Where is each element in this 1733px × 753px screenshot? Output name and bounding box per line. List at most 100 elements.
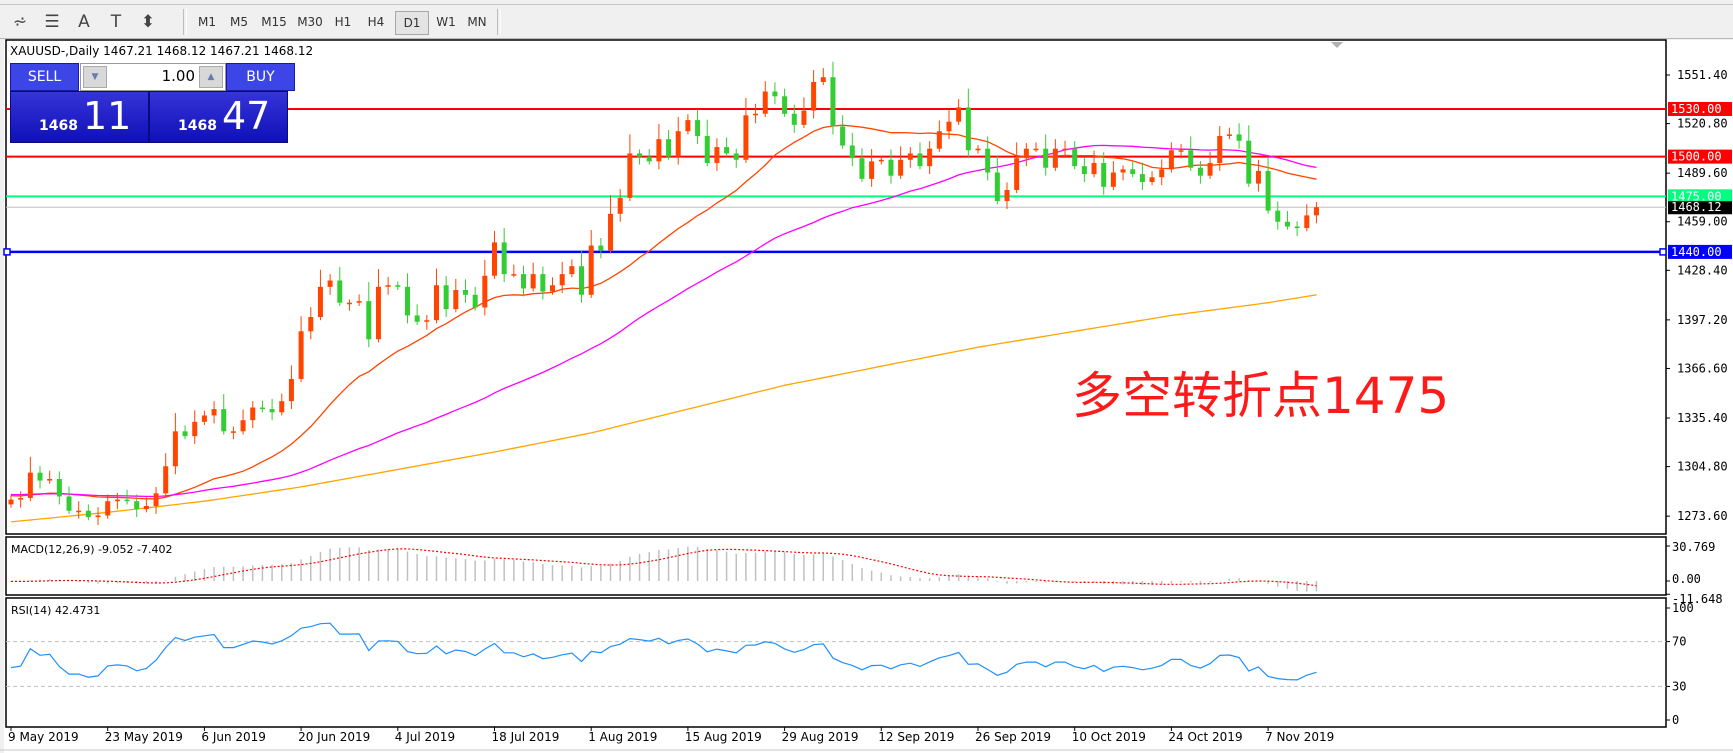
candle-body[interactable] <box>666 139 672 157</box>
candle-body[interactable] <box>1091 162 1097 175</box>
candle-body[interactable] <box>1130 169 1136 175</box>
candle-body[interactable] <box>1265 170 1271 211</box>
timeframe-h1[interactable]: H1 <box>334 15 352 29</box>
timeframe-m30[interactable]: M30 <box>297 15 323 29</box>
candle-body[interactable] <box>472 294 478 308</box>
candle-body[interactable] <box>143 505 149 510</box>
candle-body[interactable] <box>1284 221 1290 227</box>
candle-body[interactable] <box>743 115 749 160</box>
candle-body[interactable] <box>521 274 527 289</box>
candle-body[interactable] <box>608 213 614 251</box>
candle-body[interactable] <box>898 159 904 176</box>
line-handle[interactable] <box>1659 248 1667 256</box>
candle-body[interactable] <box>76 510 82 513</box>
candle-body[interactable] <box>1313 207 1319 216</box>
candle-body[interactable] <box>1110 172 1116 187</box>
candle-body[interactable] <box>878 159 884 162</box>
candle-body[interactable] <box>288 378 294 402</box>
candle-body[interactable] <box>598 245 604 251</box>
candle-body[interactable] <box>733 153 739 160</box>
candle-body[interactable] <box>462 290 468 295</box>
candle-body[interactable] <box>134 501 140 510</box>
candle-body[interactable] <box>569 266 575 275</box>
candle-body[interactable] <box>791 113 797 125</box>
candle-body[interactable] <box>772 91 778 97</box>
candle-body[interactable] <box>1014 158 1020 190</box>
candle-body[interactable] <box>1188 150 1194 168</box>
timeframe-mn[interactable]: MN <box>467 15 487 29</box>
candle-body[interactable] <box>1043 148 1049 168</box>
timeframe-m1[interactable]: M1 <box>198 15 216 29</box>
candle-body[interactable] <box>1062 148 1068 151</box>
candle-body[interactable] <box>820 77 826 82</box>
candle-body[interactable] <box>869 161 875 179</box>
timeframe-d1[interactable]: D1 <box>395 11 429 35</box>
candle-body[interactable] <box>685 120 691 132</box>
line-handle[interactable] <box>3 248 11 256</box>
candle-body[interactable] <box>221 409 227 432</box>
candle-body[interactable] <box>1159 169 1165 178</box>
lot-size-value[interactable]: 1.00 <box>161 67 195 85</box>
candle-body[interactable] <box>1139 174 1145 183</box>
candle-body[interactable] <box>27 472 33 499</box>
candle-body[interactable] <box>317 286 323 318</box>
candle-body[interactable] <box>346 302 352 305</box>
candle-body[interactable] <box>849 145 855 159</box>
candle-body[interactable] <box>18 498 24 500</box>
candle-body[interactable] <box>1197 167 1203 176</box>
candle-body[interactable] <box>424 320 430 322</box>
candle-body[interactable] <box>675 131 681 157</box>
candle-body[interactable] <box>414 315 420 322</box>
candle-body[interactable] <box>830 77 836 127</box>
candle-body[interactable] <box>1246 140 1252 184</box>
candle-body[interactable] <box>114 499 120 502</box>
candle-body[interactable] <box>859 158 865 179</box>
candle-body[interactable] <box>617 197 623 214</box>
candle-body[interactable] <box>917 153 923 167</box>
fibonacci-icon[interactable]: ☰ <box>44 12 60 32</box>
candle-body[interactable] <box>965 107 971 151</box>
candle-body[interactable] <box>946 121 952 132</box>
lot-size-stepper[interactable]: ▼ 1.00 ▲ <box>80 63 226 91</box>
candle-body[interactable] <box>308 317 314 332</box>
candle-body[interactable] <box>762 91 768 114</box>
candle-body[interactable] <box>811 81 817 111</box>
candle-body[interactable] <box>1004 189 1010 202</box>
candle-body[interactable] <box>337 280 343 303</box>
candle-body[interactable] <box>56 478 62 497</box>
candle-body[interactable] <box>172 431 178 467</box>
candle-body[interactable] <box>1226 134 1232 136</box>
candle-body[interactable] <box>753 113 759 116</box>
candle-body[interactable] <box>530 274 536 289</box>
candle-body[interactable] <box>433 285 439 321</box>
timeframe-m5[interactable]: M5 <box>230 15 248 29</box>
candle-body[interactable] <box>840 126 846 146</box>
candle-body[interactable] <box>714 147 720 163</box>
candle-body[interactable] <box>907 153 913 160</box>
candle-body[interactable] <box>395 285 401 287</box>
arrows-icon[interactable]: ⬍ <box>140 12 156 32</box>
candle-body[interactable] <box>704 135 710 163</box>
candle-body[interactable] <box>559 274 565 286</box>
candle-body[interactable] <box>124 499 130 502</box>
candle-body[interactable] <box>482 275 488 308</box>
candle-body[interactable] <box>637 153 643 157</box>
sell-price-box[interactable]: 1468 11 <box>10 91 149 143</box>
candle-body[interactable] <box>1101 162 1107 187</box>
buy-price-box[interactable]: 1468 47 <box>149 91 288 143</box>
candle-body[interactable] <box>888 159 894 176</box>
candle-body[interactable] <box>269 409 275 413</box>
candle-body[interactable] <box>279 401 285 413</box>
candle-body[interactable] <box>47 478 53 481</box>
candle-body[interactable] <box>724 147 730 154</box>
candle-body[interactable] <box>37 472 43 481</box>
decrease-lot-button[interactable]: ▼ <box>83 66 107 88</box>
candle-body[interactable] <box>540 274 546 292</box>
candle-body[interactable] <box>95 515 101 518</box>
candle-body[interactable] <box>492 242 497 276</box>
candle-body[interactable] <box>211 409 217 416</box>
chart-shift-marker[interactable] <box>1331 42 1343 48</box>
candle-body[interactable] <box>327 280 333 287</box>
candle-body[interactable] <box>985 148 991 173</box>
candle-body[interactable] <box>230 431 236 433</box>
